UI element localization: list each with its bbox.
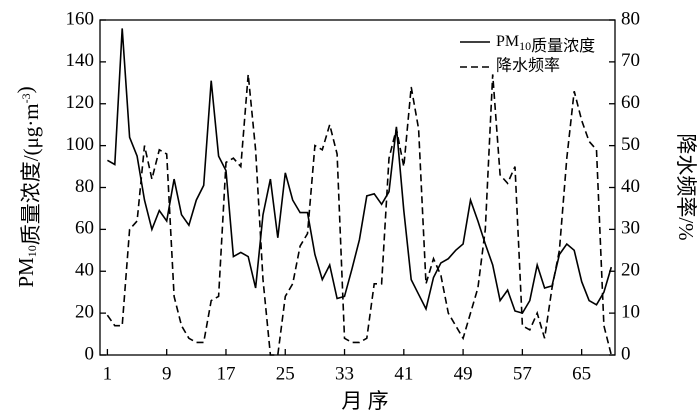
y2-tick-label: 30: [621, 218, 640, 239]
y-tick-label: 160: [66, 8, 95, 29]
y2-tick-label: 50: [621, 134, 640, 155]
y-tick-label: 60: [75, 218, 94, 239]
y2-tick-label: 40: [621, 176, 640, 197]
x-axis-label: 月 序: [341, 389, 388, 413]
data-line: [106, 74, 613, 356]
x-tick-label: 1: [103, 363, 113, 384]
y-tick-label: 0: [85, 343, 95, 364]
y2-tick-label: 0: [621, 343, 631, 364]
x-tick-label: 49: [454, 363, 473, 384]
y2-tick-label: 60: [621, 92, 640, 113]
y-axis-label: PM10质量浓度/(μg·m-3): [13, 86, 43, 287]
y2-tick-label: 70: [621, 50, 640, 71]
y2-tick-label: 80: [621, 8, 640, 29]
y-tick-label: 140: [66, 50, 95, 71]
y2-tick-label: 20: [621, 260, 640, 281]
legend-label: PM10质量浓度: [496, 33, 595, 55]
x-tick-label: 17: [216, 363, 235, 384]
x-tick-label: 25: [276, 363, 295, 384]
x-tick-label: 33: [335, 363, 354, 384]
legend-label: 降水频率: [496, 57, 560, 75]
y-tick-label: 80: [75, 176, 94, 197]
y-tick-label: 100: [66, 134, 95, 155]
x-tick-label: 57: [513, 363, 532, 384]
y2-axis-label: 降水频率/%: [674, 133, 698, 240]
y-tick-label: 20: [75, 301, 94, 322]
y-tick-label: 40: [75, 260, 94, 281]
x-tick-label: 41: [394, 363, 413, 384]
y-tick-label: 120: [66, 92, 95, 113]
data-line: [107, 28, 613, 315]
y2-tick-label: 10: [621, 301, 640, 322]
x-tick-label: 9: [162, 363, 172, 384]
x-tick-label: 65: [572, 363, 591, 384]
